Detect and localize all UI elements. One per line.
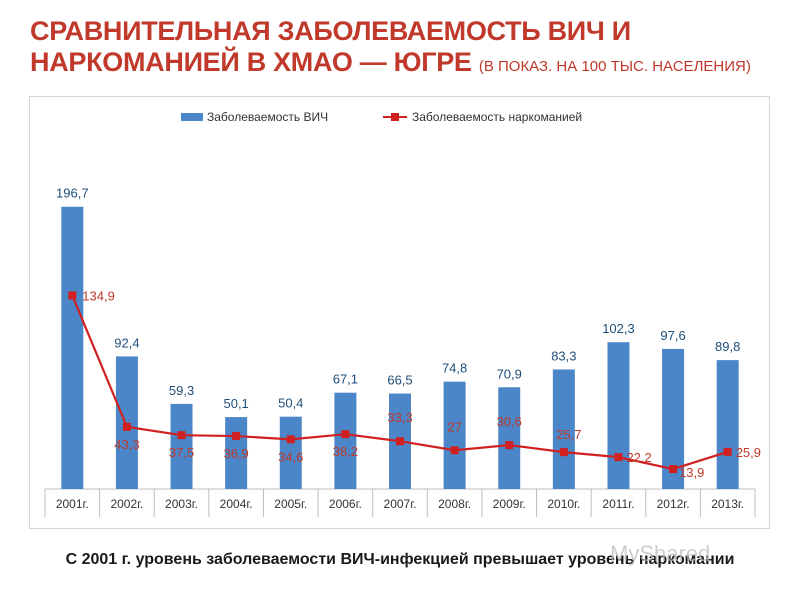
line-drug-marker <box>614 453 623 462</box>
line-drug-marker <box>286 435 295 444</box>
line-drug-marker <box>177 431 186 440</box>
line-value-label: 25,9 <box>736 445 761 460</box>
bar-hiv <box>498 387 521 489</box>
line-value-label: 33,3 <box>387 410 412 425</box>
line-drug-marker <box>559 448 568 457</box>
bar-hiv <box>552 369 575 489</box>
bar-value-label: 74,8 <box>442 361 467 376</box>
bar-value-label: 50,1 <box>223 396 248 411</box>
line-value-label: 30,6 <box>497 414 522 429</box>
bar-value-label: 66,5 <box>387 373 412 388</box>
chart-frame: Заболеваемость ВИЧ Заболеваемость наркома… <box>29 96 770 529</box>
x-tick-label: 2004г. <box>220 497 253 511</box>
bar-hiv <box>607 342 630 489</box>
chart: Заболеваемость ВИЧ Заболеваемость наркома… <box>44 110 761 517</box>
x-tick-label: 2002г. <box>110 497 143 511</box>
bar-hiv <box>61 206 84 489</box>
line-drug-marker <box>341 430 350 439</box>
x-tick-label: 2012г. <box>657 497 690 511</box>
x-tick-label: 2006г. <box>329 497 362 511</box>
line-drug-marker <box>450 446 459 455</box>
bar-value-label: 67,1 <box>333 372 358 387</box>
bar-hiv <box>334 392 357 489</box>
bar-hiv <box>716 360 739 489</box>
line-value-label: 43,3 <box>114 437 139 452</box>
bar-hiv <box>443 381 466 489</box>
slide-caption: С 2001 г. уровень заболеваемости ВИЧ-инф… <box>65 551 735 568</box>
title-note: (в показ. на 100 тыс. населения) <box>478 58 751 75</box>
line-drug-marker <box>669 465 678 474</box>
x-tick-label: 2005г. <box>274 497 307 511</box>
bar-hiv <box>662 348 685 489</box>
x-tick-label: 2009г. <box>493 497 526 511</box>
line-value-label: 27 <box>447 419 461 434</box>
bar-value-label: 70,9 <box>497 366 522 381</box>
line-drug-marker <box>723 447 732 456</box>
bar-value-label: 83,3 <box>551 348 576 363</box>
line-drug-marker <box>396 437 404 446</box>
bar-value-label: 89,8 <box>715 339 740 354</box>
line-value-label: 13,9 <box>679 465 704 480</box>
line-drug-marker <box>68 291 77 300</box>
line-value-label: 37,5 <box>169 445 194 460</box>
line-value-label: 134,9 <box>82 288 115 303</box>
line-drug-marker <box>232 432 241 441</box>
bar-hiv <box>170 403 193 489</box>
x-tick-label: 2007г. <box>384 497 417 511</box>
legend-swatch-hiv <box>181 113 203 121</box>
line-value-label: 34,6 <box>278 449 303 464</box>
x-tick-label: 2003г. <box>165 497 198 511</box>
bar-value-label: 97,6 <box>660 328 685 343</box>
bar-hiv <box>115 356 138 489</box>
bar-value-label: 196,7 <box>56 186 89 201</box>
x-tick-label: 2001г. <box>56 497 89 511</box>
x-tick-label: 2011г. <box>602 497 634 511</box>
bar-value-label: 50,4 <box>278 396 303 411</box>
bar-hiv <box>279 416 302 489</box>
x-tick-label: 2013г. <box>711 497 744 511</box>
line-drug-marker <box>505 441 514 450</box>
legend-label-drug: Заболеваемость наркоманией <box>412 110 582 124</box>
bar-value-label: 59,3 <box>169 383 194 398</box>
bar-value-label: 92,4 <box>114 335 139 350</box>
line-value-label: 25,7 <box>556 427 581 442</box>
x-tick-label: 2008г. <box>438 497 471 511</box>
line-value-label: 36,9 <box>223 446 248 461</box>
x-tick-label: 2010г. <box>547 497 580 511</box>
line-drug-marker <box>122 422 131 431</box>
legend-label-hiv: Заболеваемость ВИЧ <box>207 110 328 124</box>
line-value-label: 38,2 <box>333 444 358 459</box>
legend-marker-drug <box>391 113 399 121</box>
bar-value-label: 102,3 <box>602 321 635 336</box>
line-value-label: 22,2 <box>626 450 651 465</box>
slide-title: Сравнительная заболеваемость ВИЧ и нарко… <box>30 16 790 82</box>
title-main: Сравнительная заболеваемость ВИЧ и нарко… <box>30 16 631 77</box>
